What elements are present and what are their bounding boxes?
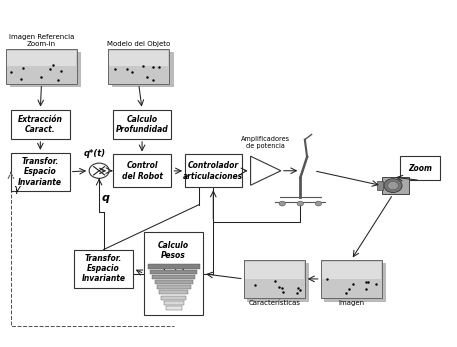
Text: q: q <box>101 193 109 203</box>
Bar <box>109 51 168 66</box>
Circle shape <box>384 179 402 193</box>
Bar <box>108 49 169 84</box>
Bar <box>324 263 385 301</box>
Bar <box>152 275 195 279</box>
Bar <box>377 181 383 190</box>
Text: Imagen Referencia
Zoom-in: Imagen Referencia Zoom-in <box>9 34 74 47</box>
Text: Imagen: Imagen <box>338 300 364 306</box>
Text: Extracción
Caract.: Extracción Caract. <box>18 115 63 134</box>
Bar <box>74 249 133 288</box>
Bar <box>166 306 181 310</box>
Polygon shape <box>250 156 281 185</box>
Bar <box>400 156 441 180</box>
Text: Amplificadores
de potencia: Amplificadores de potencia <box>241 136 290 149</box>
Text: Transfor.
Espacio
Invariante: Transfor. Espacio Invariante <box>18 157 62 187</box>
Bar <box>154 280 193 284</box>
Bar <box>11 110 70 139</box>
Circle shape <box>279 201 285 206</box>
Text: Calculo
Pesos
γm, γ: Calculo Pesos γm, γ <box>158 241 189 271</box>
Text: γ: γ <box>13 184 20 194</box>
Bar <box>159 290 188 295</box>
Bar <box>113 110 171 139</box>
Text: Transfor.
Espacio
Invariante: Transfor. Espacio Invariante <box>82 254 126 283</box>
Circle shape <box>297 201 303 206</box>
Bar <box>321 260 382 298</box>
Text: Modelo del Objeto: Modelo del Objeto <box>107 41 170 47</box>
Bar <box>244 260 305 298</box>
Text: Zoom: Zoom <box>408 164 432 173</box>
Bar <box>150 270 197 274</box>
Bar <box>6 49 76 84</box>
Bar <box>144 232 203 315</box>
Text: Características: Características <box>248 300 300 306</box>
Bar <box>247 263 308 301</box>
Bar <box>148 264 200 269</box>
Bar <box>7 51 75 66</box>
Bar <box>113 154 171 187</box>
Circle shape <box>388 181 399 190</box>
Text: Control
del Robot: Control del Robot <box>122 161 163 180</box>
Bar <box>10 52 80 86</box>
Text: Controlador
articulaciones: Controlador articulaciones <box>183 161 243 180</box>
Text: Calculo
Profundidad: Calculo Profundidad <box>116 115 169 134</box>
Bar <box>164 301 184 305</box>
Bar <box>382 177 409 194</box>
Bar <box>157 285 191 289</box>
Text: q*(t): q*(t) <box>84 149 106 158</box>
Bar <box>11 153 70 191</box>
Bar <box>161 296 186 300</box>
Bar <box>112 52 173 86</box>
Bar <box>185 154 242 187</box>
Circle shape <box>89 163 109 178</box>
Bar <box>244 262 304 279</box>
Circle shape <box>315 201 322 206</box>
Bar <box>322 262 381 279</box>
